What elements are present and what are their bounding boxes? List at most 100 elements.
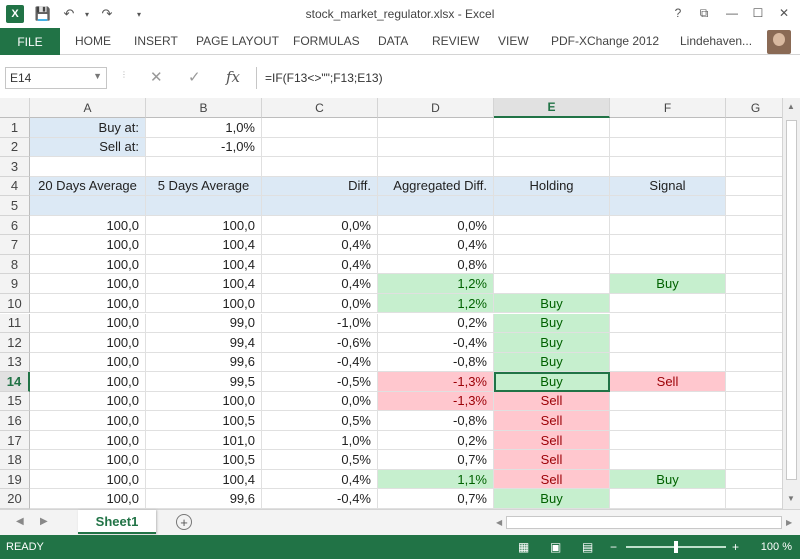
column-header-a[interactable]: A xyxy=(30,98,146,118)
zoom-in-icon[interactable]: + xyxy=(732,540,740,554)
cell-g10[interactable] xyxy=(726,294,782,314)
cell-d10[interactable]: 1,2% xyxy=(378,293,494,314)
cell-c10[interactable]: 0,0% xyxy=(262,293,378,314)
cell-b13[interactable]: 99,6 xyxy=(146,352,262,373)
cell-g13[interactable] xyxy=(726,353,782,373)
cell-e8[interactable] xyxy=(494,254,610,275)
cell-c14[interactable]: -0,5% xyxy=(262,372,378,392)
cell-a12[interactable]: 100,0 xyxy=(30,333,146,353)
cell-b20[interactable]: 99,6 xyxy=(146,489,262,509)
cell-e7[interactable] xyxy=(494,235,610,255)
cell-e16[interactable]: Sell xyxy=(494,411,610,431)
cell-e12[interactable]: Buy xyxy=(494,333,610,353)
cell-b12[interactable]: 99,4 xyxy=(146,333,262,353)
cell-b18[interactable]: 100,5 xyxy=(146,450,262,470)
avatar[interactable] xyxy=(767,30,791,54)
cell-g20[interactable] xyxy=(726,489,782,509)
cell-e10[interactable]: Buy xyxy=(494,293,610,314)
cell-c15[interactable]: 0,0% xyxy=(262,391,378,412)
cell-d13[interactable]: -0,8% xyxy=(378,352,494,373)
cell-a11[interactable]: 100,0 xyxy=(30,313,146,334)
cell-a6[interactable]: 100,0 xyxy=(30,215,146,236)
tab-view[interactable]: VIEW xyxy=(498,34,529,48)
minimize-button[interactable]: — xyxy=(726,6,738,20)
scroll-right-icon[interactable]: ▶ xyxy=(786,518,793,527)
cell-b17[interactable]: 101,0 xyxy=(146,430,262,451)
redo-icon[interactable]: ↷ xyxy=(101,6,113,21)
scroll-down-icon[interactable]: ▼ xyxy=(787,494,795,503)
cell-d9[interactable]: 1,2% xyxy=(378,274,494,294)
cell-g12[interactable] xyxy=(726,333,782,353)
cell-f9[interactable]: Buy xyxy=(610,274,726,294)
scroll-left-icon[interactable]: ◀ xyxy=(496,518,503,527)
row-header-16[interactable]: 16 xyxy=(0,411,30,431)
row-header-4[interactable]: 4 xyxy=(0,176,30,197)
cell-f19[interactable]: Buy xyxy=(610,469,726,490)
cell-a2[interactable]: Sell at: xyxy=(30,137,146,158)
row-header-19[interactable]: 19 xyxy=(0,469,30,490)
cell-g7[interactable] xyxy=(726,235,782,255)
cell-c13[interactable]: -0,4% xyxy=(262,352,378,373)
cell-a4[interactable]: 20 Days Average xyxy=(30,176,146,197)
cell-a15[interactable]: 100,0 xyxy=(30,391,146,412)
cell-c12[interactable]: -0,6% xyxy=(262,333,378,353)
ribbon-display-button[interactable]: ⧉ xyxy=(699,5,709,20)
cell-g8[interactable] xyxy=(726,255,782,275)
cell-d16[interactable]: -0,8% xyxy=(378,411,494,431)
cell-f17[interactable] xyxy=(610,430,726,451)
row-header-10[interactable]: 10 xyxy=(0,293,30,314)
zoom-out-icon[interactable]: − xyxy=(610,540,618,554)
zoom-slider-handle[interactable] xyxy=(674,541,678,553)
cell-g17[interactable] xyxy=(726,431,782,451)
chevron-down-icon[interactable]: ▼ xyxy=(93,71,102,81)
cell-a14[interactable]: 100,0 xyxy=(30,372,146,392)
sheet-tab-sheet1[interactable]: Sheet1 xyxy=(78,510,156,534)
cell-d20[interactable]: 0,7% xyxy=(378,489,494,509)
cell-b9[interactable]: 100,4 xyxy=(146,274,262,294)
column-header-b[interactable]: B xyxy=(146,98,262,118)
cell-f10[interactable] xyxy=(610,293,726,314)
row-header-8[interactable]: 8 xyxy=(0,254,30,275)
customize-qa-icon[interactable]: ▾ xyxy=(136,9,141,19)
maximize-button[interactable]: ☐ xyxy=(752,6,764,20)
cell-d7[interactable]: 0,4% xyxy=(378,235,494,255)
cell-e18[interactable]: Sell xyxy=(494,450,610,470)
cell-g9[interactable] xyxy=(726,274,782,294)
tab-review[interactable]: REVIEW xyxy=(432,34,480,48)
tab-insert[interactable]: INSERT xyxy=(134,34,178,48)
cell-b8[interactable]: 100,4 xyxy=(146,254,262,275)
column-header-e[interactable]: E xyxy=(494,98,610,118)
prev-sheet-icon[interactable]: ◀ xyxy=(16,516,24,527)
tab-file[interactable]: FILE xyxy=(0,28,60,55)
tab-data[interactable]: DATA xyxy=(378,34,409,48)
cell-b15[interactable]: 100,0 xyxy=(146,391,262,412)
cell-f18[interactable] xyxy=(610,450,726,470)
cancel-icon[interactable]: ✕ xyxy=(150,69,163,86)
help-button[interactable]: ? xyxy=(674,6,682,20)
insert-function-icon[interactable]: fx xyxy=(226,68,241,86)
cell-e1[interactable] xyxy=(494,118,610,138)
tab-home[interactable]: HOME xyxy=(75,34,111,48)
cell-a3[interactable] xyxy=(30,157,146,177)
cell-e19[interactable]: Sell xyxy=(494,469,610,490)
cell-e6[interactable] xyxy=(494,215,610,236)
cell-a20[interactable]: 100,0 xyxy=(30,489,146,509)
column-header-f[interactable]: F xyxy=(610,98,726,118)
page-layout-view-icon[interactable]: ▣ xyxy=(550,540,562,554)
vertical-scrollbar[interactable]: ▲ ▼ xyxy=(782,98,800,509)
cell-g19[interactable] xyxy=(726,470,782,490)
cell-a1[interactable]: Buy at: xyxy=(30,118,146,138)
cell-g2[interactable] xyxy=(726,138,782,158)
row-header-7[interactable]: 7 xyxy=(0,235,30,255)
row-header-5[interactable]: 5 xyxy=(0,196,30,216)
undo-dropdown-icon[interactable]: ▾ xyxy=(84,9,89,19)
cell-c1[interactable] xyxy=(262,118,378,138)
cell-a8[interactable]: 100,0 xyxy=(30,254,146,275)
cell-c20[interactable]: -0,4% xyxy=(262,489,378,509)
row-header-6[interactable]: 6 xyxy=(0,215,30,236)
tab-page-layout[interactable]: PAGE LAYOUT xyxy=(196,34,279,48)
cell-a17[interactable]: 100,0 xyxy=(30,430,146,451)
cell-d18[interactable]: 0,7% xyxy=(378,450,494,470)
cell-g14[interactable] xyxy=(726,372,782,392)
cell-a5[interactable] xyxy=(30,196,146,216)
